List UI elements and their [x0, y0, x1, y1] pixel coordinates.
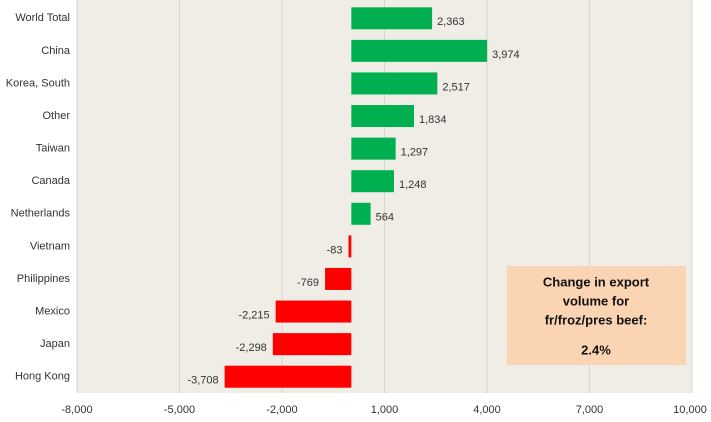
- x-tick-label: -5,000: [164, 404, 195, 416]
- y-tick-label: Hong Kong: [15, 371, 70, 383]
- annotation-box: [507, 266, 686, 365]
- y-tick-label: Philippines: [17, 273, 71, 285]
- x-tick-label: 10,000: [673, 404, 707, 416]
- bar: [351, 170, 394, 193]
- bar: [351, 202, 371, 225]
- bar: [272, 333, 352, 356]
- data-label: 564: [376, 212, 394, 224]
- y-tick-label: Mexico: [35, 305, 70, 317]
- data-label: -3,708: [187, 375, 218, 387]
- x-tick-label: 1,000: [371, 404, 399, 416]
- data-label: 1,248: [399, 179, 427, 191]
- bar: [351, 7, 433, 30]
- bar: [224, 365, 352, 388]
- x-tick-label: 4,000: [473, 404, 501, 416]
- x-tick-label: 7,000: [576, 404, 604, 416]
- annotation-value: 2.4%: [581, 342, 611, 357]
- data-label: -2,298: [236, 342, 267, 354]
- data-label: 1,834: [419, 114, 447, 126]
- bar: [275, 300, 352, 323]
- annotation-line: Change in export: [543, 274, 650, 289]
- data-label: 3,974: [492, 49, 520, 61]
- y-tick-label: Taiwan: [36, 143, 70, 155]
- y-tick-label: Japan: [40, 338, 70, 350]
- data-label: -2,215: [238, 309, 269, 321]
- y-tick-label: Other: [42, 110, 70, 122]
- bar: [325, 267, 352, 290]
- y-tick-label: World Total: [15, 12, 70, 24]
- bar: [351, 39, 488, 62]
- bar: [351, 72, 438, 95]
- data-label: -83: [327, 244, 343, 256]
- y-tick-label: Vietnam: [30, 240, 70, 252]
- y-tick-label: Canada: [31, 175, 70, 187]
- x-tick-label: -2,000: [266, 404, 297, 416]
- data-label: 2,363: [437, 16, 465, 28]
- y-tick-label: Korea, South: [6, 77, 70, 89]
- bar: [351, 137, 396, 160]
- y-tick-label: Netherlands: [11, 208, 71, 220]
- data-label: 2,517: [442, 81, 470, 93]
- y-tick-label: China: [41, 45, 71, 57]
- x-tick-label: -8,000: [61, 404, 92, 416]
- data-label: -769: [297, 277, 319, 289]
- annotation-line: fr/froz/pres beef:: [545, 312, 648, 327]
- data-label: 1,297: [401, 147, 429, 159]
- bar: [351, 105, 414, 128]
- annotation-line: volume for: [563, 293, 629, 308]
- bar: [348, 235, 352, 258]
